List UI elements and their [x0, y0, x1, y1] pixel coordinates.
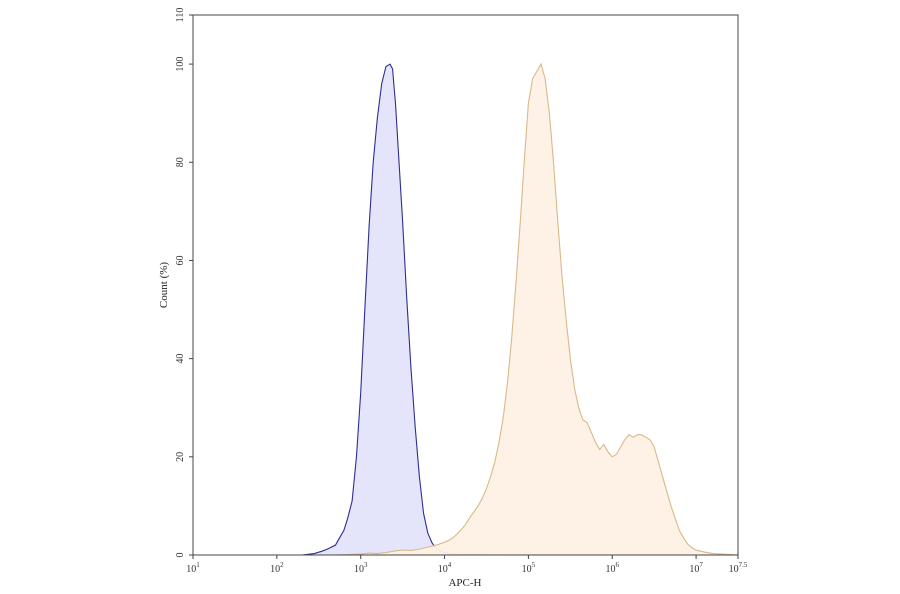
x-axis: 101 102 103 104 105 106 107 107.5	[186, 555, 748, 575]
series-2-area	[193, 64, 738, 555]
x-tick-label: 105	[522, 561, 536, 575]
plot-frame	[192, 14, 739, 556]
x-tick-label: 107	[689, 561, 703, 575]
x-tick-label: 106	[605, 561, 619, 575]
series-2-line	[193, 62, 739, 556]
y-axis: 0 20 40 60 80 100 110	[175, 8, 193, 558]
y-tick-label: 100	[175, 57, 186, 72]
y-tick-label: 20	[175, 452, 186, 462]
y-tick-label: 60	[175, 255, 186, 265]
x-tick-label: 102	[270, 561, 284, 575]
y-axis-label: Count (%)	[158, 262, 170, 308]
y-tick-label: 110	[175, 8, 186, 23]
series-layer	[193, 62, 739, 556]
y-tick-label: 80	[175, 157, 186, 167]
x-tick-label: 107.5	[729, 561, 748, 575]
x-axis-label: APC-H	[448, 577, 481, 589]
y-tick-label: 0	[175, 553, 186, 558]
x-tick-label: 101	[186, 561, 200, 575]
x-tick-label: 103	[354, 561, 368, 575]
y-tick-label: 40	[175, 354, 186, 364]
series-1-area	[193, 64, 613, 555]
x-tick-label: 104	[438, 561, 452, 575]
